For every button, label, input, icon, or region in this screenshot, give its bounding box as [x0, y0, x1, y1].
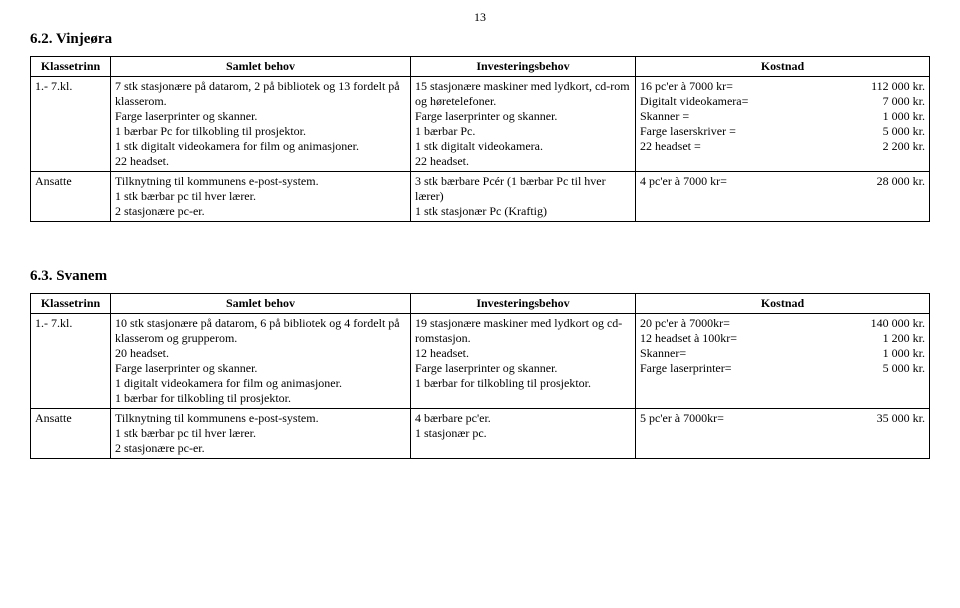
kostnad-label: 4 pc'er à 7000 kr=: [640, 174, 727, 189]
table-1: Klassetrinn Samlet behov Investeringsbeh…: [30, 56, 930, 222]
kostnad-line: 12 headset à 100kr= 1 200 kr.: [640, 331, 925, 346]
table-header-row: Klassetrinn Samlet behov Investeringsbeh…: [31, 57, 930, 77]
kostnad-label: Skanner=: [640, 346, 686, 361]
kostnad-value: 1 000 kr.: [883, 346, 925, 361]
kostnad-line: 5 pc'er à 7000kr= 35 000 kr.: [640, 411, 925, 426]
cell-investeringsbehov: 4 bærbare pc'er.1 stasjonær pc.: [411, 409, 636, 459]
col-header: Samlet behov: [111, 57, 411, 77]
col-header: Kostnad: [636, 57, 930, 77]
kostnad-line: 4 pc'er à 7000 kr= 28 000 kr.: [640, 174, 925, 189]
page-number: 13: [30, 10, 930, 25]
kostnad-line: 22 headset = 2 200 kr.: [640, 139, 925, 154]
kostnad-value: 2 200 kr.: [883, 139, 925, 154]
table-row: AnsatteTilknytning til kommunens e-post-…: [31, 172, 930, 222]
kostnad-line: Skanner= 1 000 kr.: [640, 346, 925, 361]
kostnad-line: Farge laserprinter= 5 000 kr.: [640, 361, 925, 376]
cell-klassetrinn: 1.- 7.kl.: [31, 77, 111, 172]
kostnad-label: 12 headset à 100kr=: [640, 331, 737, 346]
kostnad-value: 1 200 kr.: [883, 331, 925, 346]
kostnad-value: 35 000 kr.: [877, 411, 925, 426]
col-header: Klassetrinn: [31, 294, 111, 314]
section-heading-2: 6.3. Svanem: [30, 268, 930, 285]
kostnad-value: 5 000 kr.: [883, 124, 925, 139]
table-2: Klassetrinn Samlet behov Investeringsbeh…: [30, 293, 930, 459]
col-header: Klassetrinn: [31, 57, 111, 77]
kostnad-line: Skanner = 1 000 kr.: [640, 109, 925, 124]
kostnad-value: 28 000 kr.: [877, 174, 925, 189]
kostnad-value: 7 000 kr.: [883, 94, 925, 109]
cell-samlet-behov: 10 stk stasjonære på datarom, 6 på bibli…: [111, 314, 411, 409]
cell-kostnad: 16 pc'er à 7000 kr=112 000 kr.Digitalt v…: [636, 77, 930, 172]
cell-klassetrinn: 1.- 7.kl.: [31, 314, 111, 409]
col-header: Kostnad: [636, 294, 930, 314]
cell-kostnad: 4 pc'er à 7000 kr= 28 000 kr.: [636, 172, 930, 222]
kostnad-line: Farge laserskriver = 5 000 kr.: [640, 124, 925, 139]
col-header: Samlet behov: [111, 294, 411, 314]
kostnad-label: 22 headset =: [640, 139, 701, 154]
col-header: Investeringsbehov: [411, 57, 636, 77]
kostnad-value: 112 000 kr.: [871, 79, 925, 94]
kostnad-label: 16 pc'er à 7000 kr=: [640, 79, 733, 94]
kostnad-line: Digitalt videokamera= 7 000 kr.: [640, 94, 925, 109]
kostnad-label: 20 pc'er à 7000kr=: [640, 316, 730, 331]
table-row: AnsatteTilknytning til kommunens e-post-…: [31, 409, 930, 459]
kostnad-value: 5 000 kr.: [883, 361, 925, 376]
kostnad-line: 16 pc'er à 7000 kr= 112 000 kr.: [640, 79, 925, 94]
cell-investeringsbehov: 19 stasjonære maskiner med lydkort og cd…: [411, 314, 636, 409]
kostnad-label: Farge laserprinter=: [640, 361, 732, 376]
spacer: [30, 222, 930, 262]
kostnad-label: Farge laserskriver =: [640, 124, 736, 139]
kostnad-value: 1 000 kr.: [883, 109, 925, 124]
document-page: 13 6.2. Vinjeøra Klassetrinn Samlet beho…: [0, 0, 960, 469]
kostnad-line: 20 pc'er à 7000kr= 140 000 kr.: [640, 316, 925, 331]
kostnad-label: Skanner =: [640, 109, 689, 124]
col-header: Investeringsbehov: [411, 294, 636, 314]
cell-samlet-behov: Tilknytning til kommunens e-post-system.…: [111, 172, 411, 222]
cell-klassetrinn: Ansatte: [31, 172, 111, 222]
table-body-2: 1.- 7.kl.10 stk stasjonære på datarom, 6…: [31, 314, 930, 459]
cell-klassetrinn: Ansatte: [31, 409, 111, 459]
cell-investeringsbehov: 3 stk bærbare Pcér (1 bærbar Pc til hver…: [411, 172, 636, 222]
cell-kostnad: 20 pc'er à 7000kr=140 000 kr.12 headset …: [636, 314, 930, 409]
table-row: 1.- 7.kl.7 stk stasjonære på datarom, 2 …: [31, 77, 930, 172]
cell-samlet-behov: 7 stk stasjonære på datarom, 2 på biblio…: [111, 77, 411, 172]
table-header-row: Klassetrinn Samlet behov Investeringsbeh…: [31, 294, 930, 314]
cell-samlet-behov: Tilknytning til kommunens e-post-system.…: [111, 409, 411, 459]
cell-investeringsbehov: 15 stasjonære maskiner med lydkort, cd-r…: [411, 77, 636, 172]
kostnad-value: 140 000 kr.: [871, 316, 925, 331]
kostnad-label: Digitalt videokamera=: [640, 94, 748, 109]
table-row: 1.- 7.kl.10 stk stasjonære på datarom, 6…: [31, 314, 930, 409]
table-body-1: 1.- 7.kl.7 stk stasjonære på datarom, 2 …: [31, 77, 930, 222]
section-heading-1: 6.2. Vinjeøra: [30, 31, 930, 48]
cell-kostnad: 5 pc'er à 7000kr= 35 000 kr.: [636, 409, 930, 459]
kostnad-label: 5 pc'er à 7000kr=: [640, 411, 724, 426]
